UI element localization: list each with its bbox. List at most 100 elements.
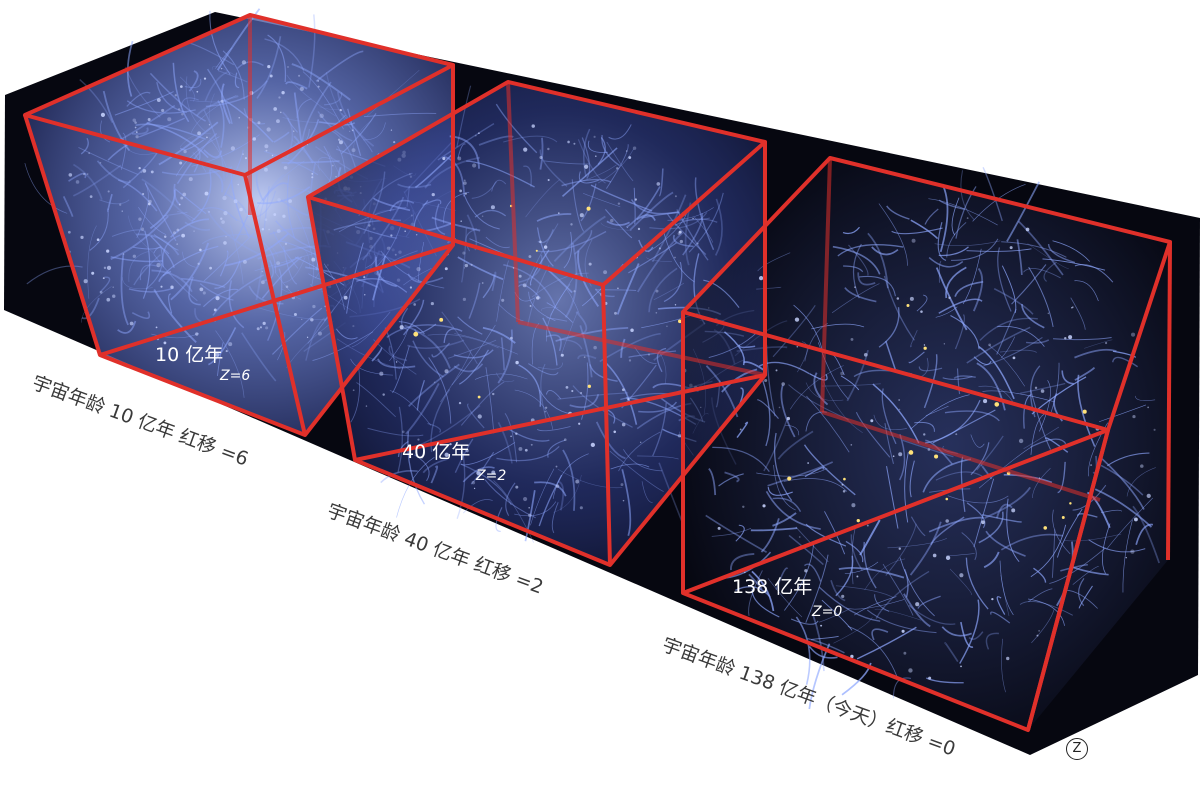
matter-clump: [221, 220, 225, 224]
matter-clump: [960, 665, 962, 668]
matter-clump: [339, 140, 343, 145]
filament: [367, 427, 424, 437]
filament: [208, 93, 215, 125]
matter-clump: [214, 352, 220, 357]
filament: [941, 626, 972, 637]
matter-clump: [230, 146, 236, 151]
filament: [757, 399, 779, 419]
filament: [72, 163, 103, 200]
filament: [223, 149, 244, 197]
filament: [985, 632, 999, 650]
filament: [606, 220, 630, 226]
filament: [132, 246, 161, 250]
filament: [1029, 365, 1041, 418]
filament: [203, 232, 255, 282]
filament: [608, 124, 632, 140]
filament: [1025, 339, 1050, 344]
filament: [256, 306, 327, 321]
matter-clump: [129, 180, 131, 182]
filament: [909, 460, 915, 498]
filament: [273, 131, 290, 143]
filament: [1030, 413, 1045, 455]
filament: [380, 470, 418, 484]
matter-clump: [409, 456, 412, 459]
matter-clump: [223, 241, 227, 245]
filament: [997, 325, 1045, 347]
filament: [551, 502, 559, 534]
filament: [491, 271, 497, 292]
filament: [323, 145, 333, 186]
filament: [215, 330, 245, 398]
matter-clump: [637, 227, 641, 231]
matter-clump: [86, 173, 89, 175]
filament: [557, 392, 629, 400]
matter-clump: [413, 303, 416, 306]
filament: [1100, 509, 1123, 514]
filament: [228, 280, 245, 329]
filament: [1112, 356, 1139, 368]
filament: [362, 196, 405, 261]
filament: [788, 534, 824, 566]
matter-clump: [220, 67, 223, 70]
filament: [1074, 280, 1099, 302]
matter-clump: [160, 285, 163, 288]
filament: [396, 457, 435, 518]
filament: [422, 199, 442, 206]
filament: [928, 198, 998, 226]
filament: [595, 421, 626, 460]
matter-clump: [634, 198, 637, 201]
matter-clump: [1012, 356, 1016, 360]
matter-clump: [1130, 332, 1136, 337]
filament: [939, 183, 949, 253]
matter-clump: [197, 262, 200, 265]
matter-clump: [269, 74, 273, 78]
matter-clump: [470, 263, 473, 266]
filament: [962, 248, 982, 305]
matter-clump: [590, 442, 595, 447]
filament: [151, 269, 193, 293]
matter-clump: [460, 220, 462, 222]
filament: [947, 495, 1009, 504]
matter-clump: [173, 231, 176, 235]
filament: [493, 480, 535, 543]
filament: [843, 265, 864, 273]
matter-clump: [515, 485, 519, 489]
matter-clump: [915, 602, 920, 607]
filament: [903, 568, 909, 598]
matter-clump: [522, 283, 527, 288]
matter-clump: [332, 164, 334, 167]
filament: [460, 381, 505, 426]
matter-clump: [476, 470, 481, 476]
filament: [760, 518, 780, 553]
matter-clump: [134, 126, 137, 129]
filament: [202, 288, 239, 308]
filament: [1021, 303, 1045, 329]
filament: [127, 215, 154, 253]
filament: [618, 431, 661, 472]
filament: [866, 609, 937, 634]
filament: [136, 183, 149, 238]
matter-clump: [1064, 337, 1067, 340]
filament: [363, 171, 386, 235]
matter-clump: [408, 173, 411, 175]
filament: [597, 148, 634, 184]
matter-clump: [923, 433, 926, 436]
filament: [606, 409, 616, 424]
matter-clump: [401, 430, 405, 434]
filament: [209, 168, 224, 193]
matter-clump: [539, 240, 542, 244]
matter-clump: [301, 318, 303, 320]
filament: [168, 293, 173, 314]
matter-clump: [242, 153, 244, 155]
matter-clump: [510, 435, 512, 438]
filament: [414, 323, 437, 334]
matter-clump: [142, 168, 147, 173]
filament: [181, 277, 226, 289]
filament: [347, 108, 362, 156]
matter-clump: [444, 369, 449, 374]
filament: [662, 229, 695, 283]
filament: [758, 361, 810, 375]
filament: [78, 146, 139, 175]
filament: [495, 507, 503, 533]
matter-clump: [527, 513, 532, 518]
